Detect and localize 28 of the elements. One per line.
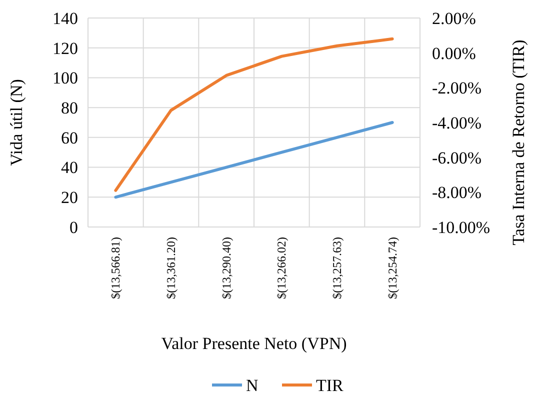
y-tick-label: 120 — [52, 38, 78, 58]
x-axis-title: Valor Presente Neto (VPN) — [161, 334, 347, 353]
y2-tick-label: -6.00% — [432, 148, 482, 168]
y2-tick-label: -4.00% — [432, 113, 482, 132]
line-series — [114, 37, 394, 192]
y2-tick-label: -2.00% — [432, 78, 482, 98]
x-tick-label: $(13,257.63) — [330, 237, 344, 299]
y-tick-label: 140 — [52, 8, 78, 28]
x-tick-label: $(13,290.40) — [219, 237, 234, 299]
y-tick-label: 0 — [70, 218, 78, 237]
y2-tick-label: -8.00% — [432, 183, 482, 202]
x-tick-label: $(13,254.74) — [385, 237, 400, 299]
y2-axis-title: Tasa Interna de Retorno (TIR) — [509, 40, 528, 246]
y-tick-label: 80 — [61, 98, 78, 118]
y-axis-title: Vida útil (N) — [7, 79, 26, 166]
y-tick-label: 100 — [52, 68, 78, 88]
y-tick-label: 60 — [61, 128, 78, 148]
line-series — [114, 121, 394, 199]
x-tick-label: $(13,361.20) — [164, 237, 178, 299]
legend-label: TIR — [316, 376, 344, 395]
x-tick-label: $(13,266.02) — [274, 237, 289, 299]
y2-tick-label: 0.00% — [432, 44, 476, 63]
y-tick-label: 20 — [61, 188, 78, 208]
x-tick-label: $(13,566.81) — [108, 237, 123, 299]
y-tick-label: 40 — [61, 158, 78, 178]
y2-tick-label: -10.00% — [432, 218, 490, 237]
legend-label: N — [246, 376, 258, 395]
y2-tick-label: 2.00% — [432, 8, 476, 28]
